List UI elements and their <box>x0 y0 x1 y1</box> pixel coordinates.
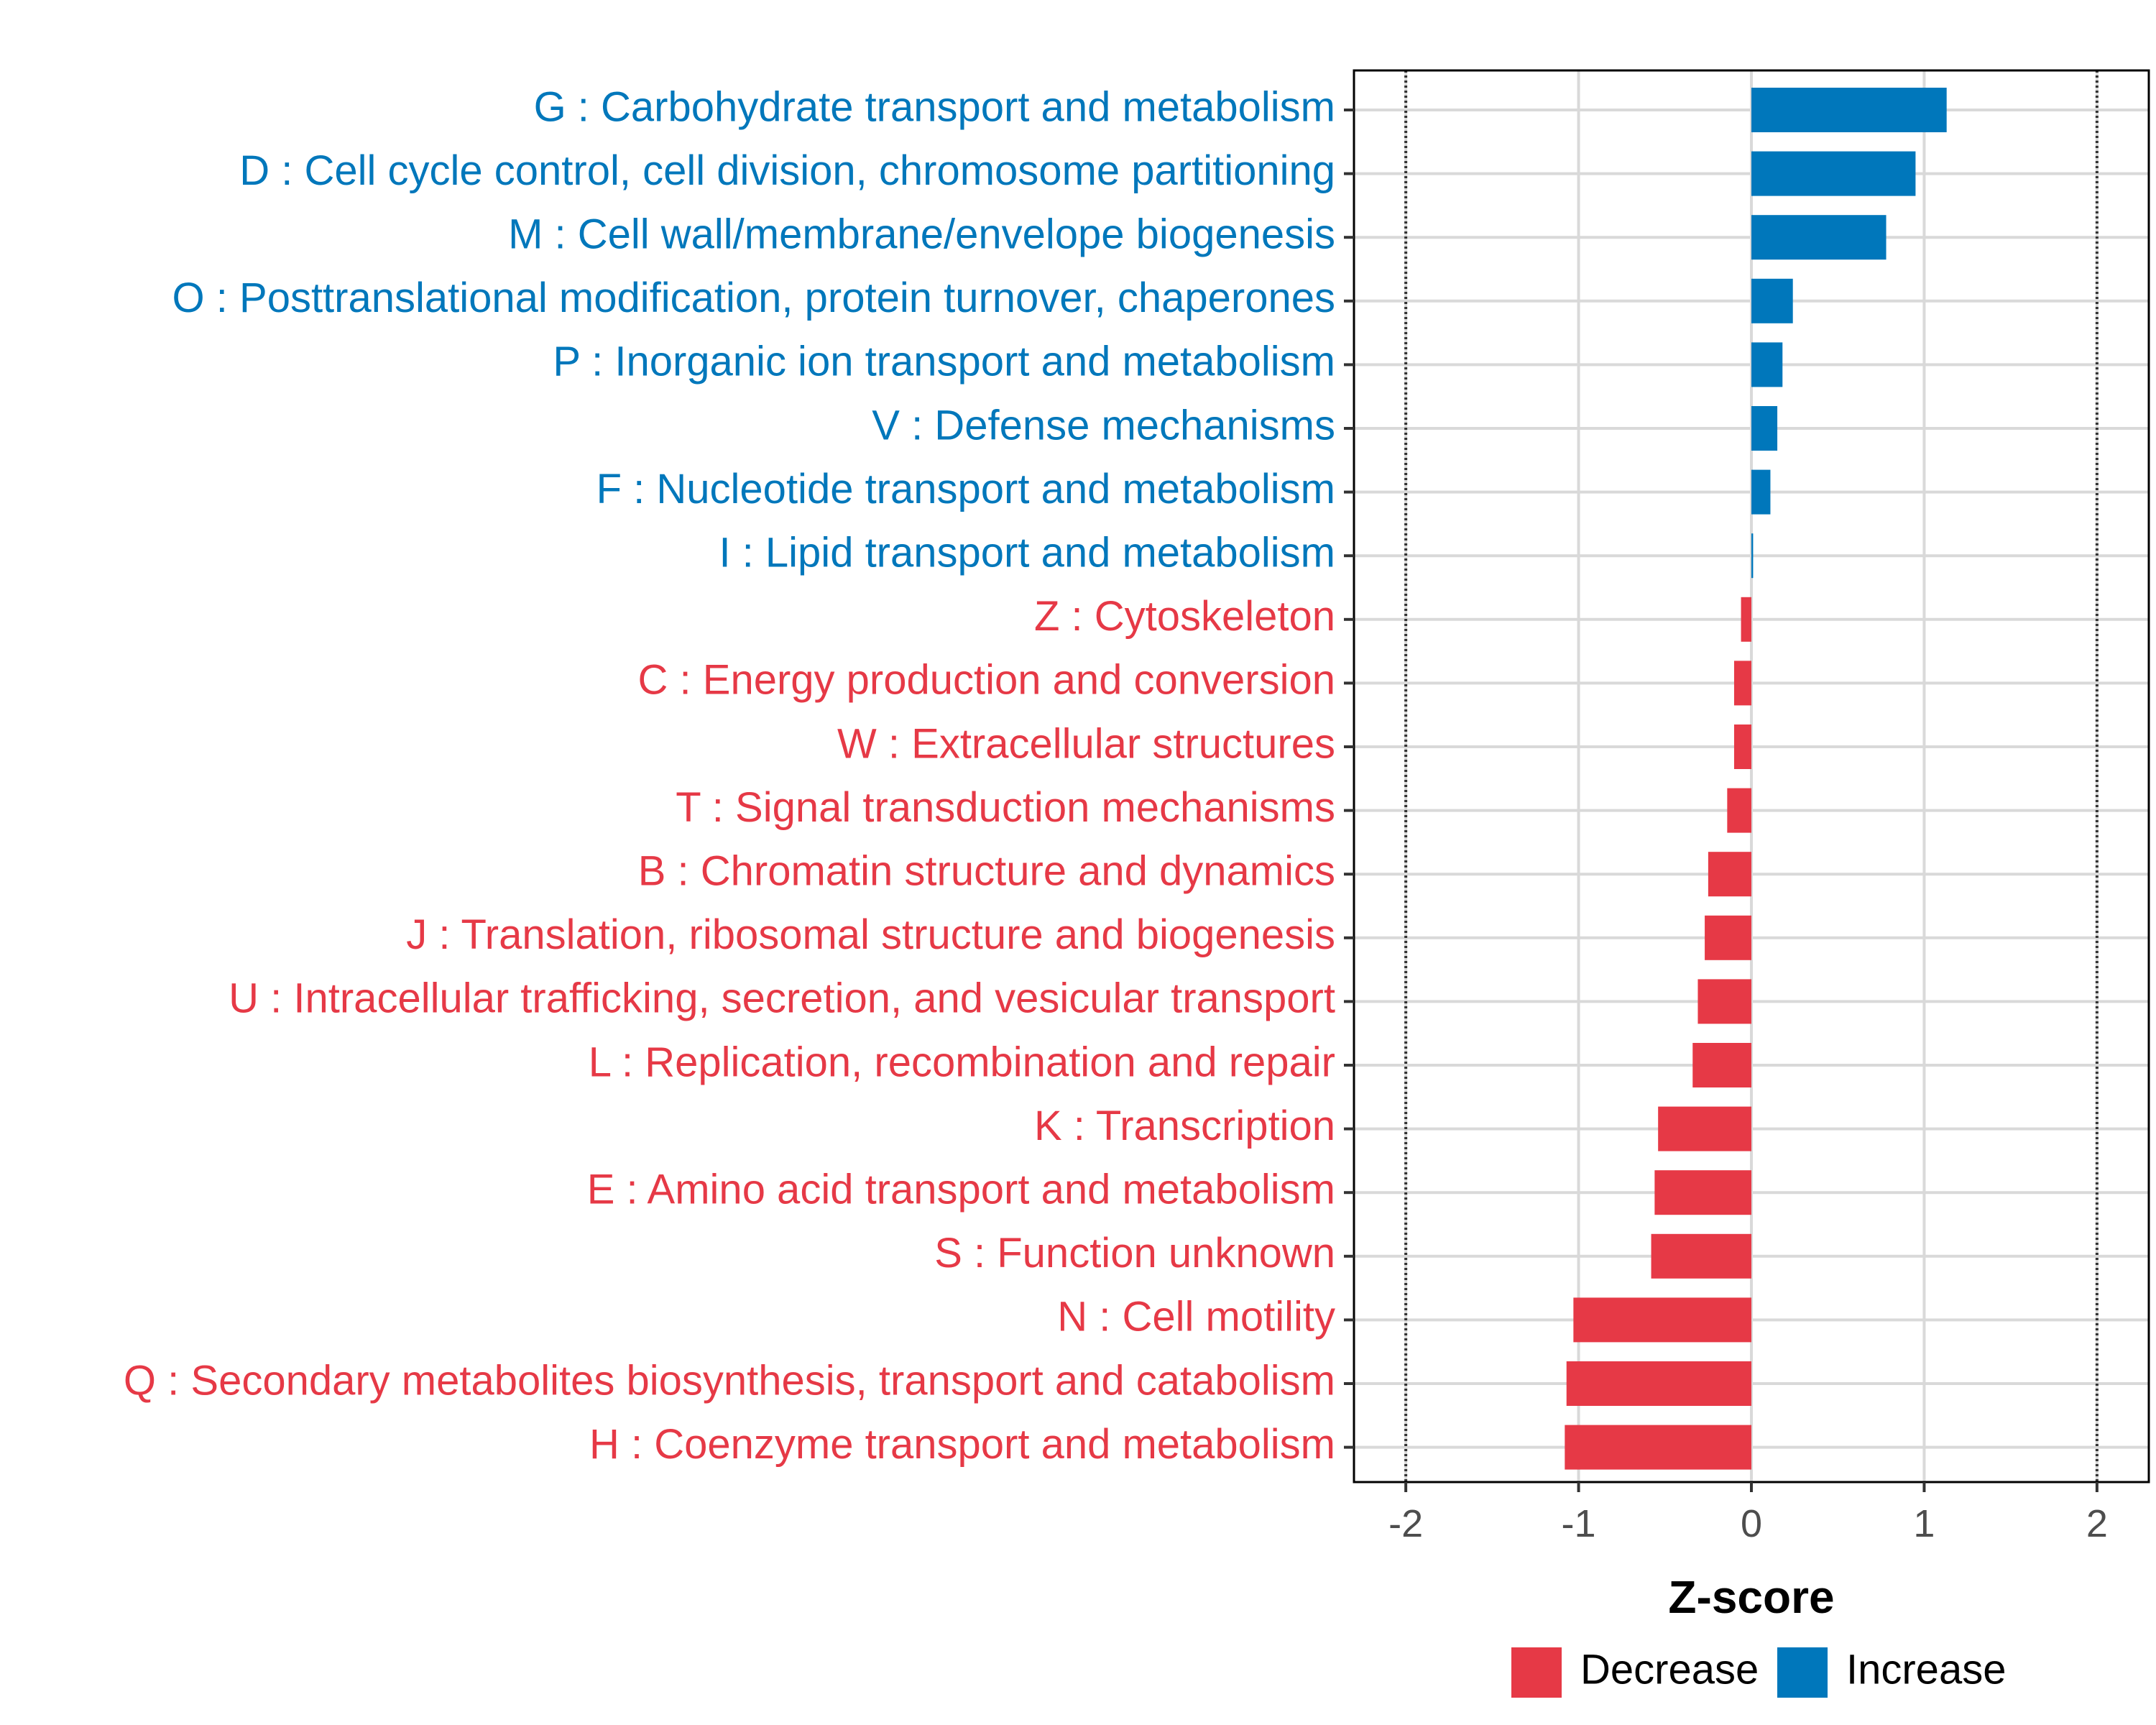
category-label: E : Amino acid transport and metabolism <box>587 1167 1335 1213</box>
category-label: S : Function unknown <box>934 1230 1335 1276</box>
category-label: O : Posttranslational modification, prot… <box>172 275 1335 321</box>
bar-decrease <box>1573 1297 1751 1343</box>
category-labels: G : Carbohydrate transport and metabolis… <box>124 83 1335 1468</box>
bar-decrease <box>1692 1043 1751 1087</box>
bar-increase <box>1751 151 1916 196</box>
legend-swatch-decrease <box>1511 1647 1562 1698</box>
x-tick-label: 0 <box>1741 1502 1762 1545</box>
category-label: Q : Secondary metabolites biosynthesis, … <box>124 1357 1335 1404</box>
bar-decrease <box>1705 915 1751 960</box>
legend: Decrease Increase <box>1511 1646 2006 1698</box>
category-label: D : Cell cycle control, cell division, c… <box>239 147 1335 194</box>
bar-increase <box>1751 215 1886 260</box>
x-tick-label: -1 <box>1562 1502 1596 1545</box>
x-tick-label: 1 <box>1913 1502 1935 1545</box>
x-axis-title: Z-score <box>1668 1571 1834 1623</box>
category-label: H : Coenzyme transport and metabolism <box>589 1421 1335 1468</box>
x-tick-label: -2 <box>1388 1502 1423 1545</box>
bar-increase <box>1751 406 1778 451</box>
category-label: C : Energy production and conversion <box>638 657 1335 704</box>
category-label: Z : Cytoskeleton <box>1034 593 1335 640</box>
legend-label-increase: Increase <box>1846 1646 2006 1693</box>
bar-decrease <box>1727 788 1751 833</box>
reference-lines <box>1404 70 2099 1482</box>
bar-decrease <box>1651 1233 1751 1279</box>
legend-label-decrease: Decrease <box>1580 1646 1759 1693</box>
bar-decrease <box>1654 1170 1751 1215</box>
category-label: F : Nucleotide transport and metabolism <box>596 466 1335 512</box>
bar-decrease <box>1708 852 1751 897</box>
category-label: I : Lipid transport and metabolism <box>719 530 1335 576</box>
bar-increase <box>1751 278 1793 323</box>
category-label: G : Carbohydrate transport and metabolis… <box>534 83 1335 130</box>
bar-decrease <box>1741 597 1751 642</box>
category-label: J : Translation, ribosomal structure and… <box>406 911 1335 958</box>
category-label: V : Defense mechanisms <box>872 402 1335 448</box>
category-label: P : Inorganic ion transport and metaboli… <box>553 339 1335 385</box>
category-label: N : Cell motility <box>1057 1294 1335 1340</box>
bars <box>1565 88 1947 1470</box>
category-label: K : Transcription <box>1034 1103 1335 1149</box>
bar-decrease <box>1697 979 1751 1024</box>
category-label: B : Chromatin structure and dynamics <box>638 848 1335 895</box>
x-axis-ticks: -2 -1 0 1 2 <box>1388 1482 2108 1545</box>
bar-increase <box>1751 533 1754 579</box>
category-label: M : Cell wall/membrane/envelope biogenes… <box>508 211 1335 258</box>
category-label: T : Signal transduction mechanisms <box>676 784 1335 831</box>
x-tick-label: 2 <box>2086 1502 2108 1545</box>
bar-decrease <box>1565 1425 1751 1470</box>
category-label: W : Extracellular structures <box>837 720 1335 767</box>
bar-increase <box>1751 88 1947 132</box>
bar-decrease <box>1658 1106 1751 1151</box>
legend-swatch-increase <box>1777 1647 1828 1698</box>
bar-increase <box>1751 342 1783 387</box>
bar-decrease <box>1733 661 1751 706</box>
category-label: U : Intracellular trafficking, secretion… <box>229 975 1335 1022</box>
bar-decrease <box>1566 1361 1751 1406</box>
category-label: L : Replication, recombination and repai… <box>589 1039 1335 1085</box>
bar-decrease <box>1733 724 1751 769</box>
y-axis-ticks <box>1344 109 1354 1449</box>
bar-increase <box>1751 469 1771 515</box>
